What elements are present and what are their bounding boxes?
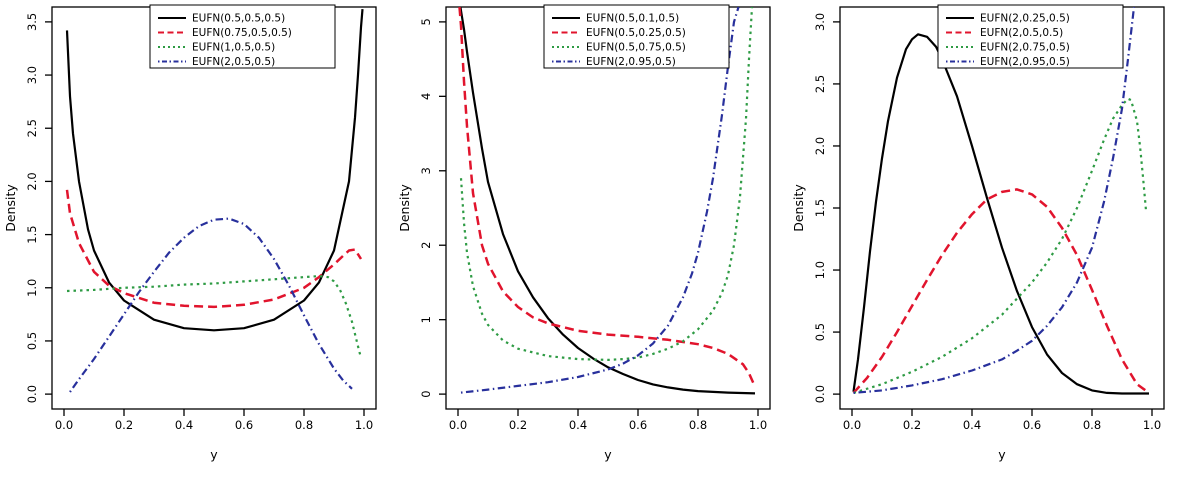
series-line: [66, 275, 363, 359]
y-tick-label: 0.5: [813, 323, 827, 341]
series-line: [852, 33, 1149, 395]
x-tick-label: 1.0: [1143, 418, 1161, 432]
y-tick-label: 1.0: [813, 261, 827, 279]
y-tick-label: 1: [419, 316, 433, 323]
legend: EUFN(2,0.25,0.5) EUFN(2,0.5,0.5) EUFN(2,0.…: [937, 4, 1124, 69]
series-line: [65, 9, 364, 332]
series-line: [853, 97, 1148, 394]
y-axis-title: Density: [791, 184, 806, 232]
x-axis-title: y: [998, 447, 1006, 462]
y-tick-label: 2.0: [25, 172, 39, 190]
legend-label: EUFN(0.5,0.25,0.5): [586, 27, 686, 39]
y-tick-label: 0.0: [25, 385, 39, 403]
x-tick-label: 0.8: [689, 418, 707, 432]
x-tick-label: 1.0: [355, 418, 373, 432]
x-tick-label: 0.2: [903, 418, 921, 432]
density-panel-1: 0.0 0.2 0.4 0.6 0.8 1.0 0.0 0.5 1.0 1.5 2.0 2.5 3.0 3…: [0, 0, 394, 479]
series-line: [69, 217, 353, 393]
x-axis-title: y: [604, 447, 612, 462]
x-tick-label: 0.4: [569, 418, 587, 432]
legend-label: EUFN(0.5,0.5,0.5): [192, 13, 285, 25]
y-tick-label: 0.5: [25, 332, 39, 350]
plot-area: [65, 9, 364, 393]
x-tick-label: 1.0: [749, 418, 767, 432]
x-tick-label: 0.8: [1083, 418, 1101, 432]
x-tick-label: 0.2: [509, 418, 527, 432]
legend-label: EUFN(0.75,0.5,0.5): [192, 27, 292, 39]
series-line: [853, 7, 1136, 394]
x-tick-label: 0.4: [175, 418, 193, 432]
legend-label: EUFN(2,0.5,0.5): [980, 27, 1063, 39]
y-tick-label: 4: [419, 93, 433, 100]
series-line: [458, 7, 757, 388]
x-tick-label: 0.2: [115, 418, 133, 432]
density-chart-3: 0.0 0.2 0.4 0.6 0.8 1.0 0.0 0.5 1.0 1.5 2.0 2.5 3.0 y…: [791, 4, 1165, 462]
y-axis-title: Density: [3, 184, 18, 232]
density-chart-1: 0.0 0.2 0.4 0.6 0.8 1.0 0.0 0.5 1.0 1.5 2.0 2.5 3.0 3…: [3, 4, 377, 462]
legend-label: EUFN(1,0.5,0.5): [192, 42, 275, 54]
x-tick-label: 0.6: [1023, 418, 1041, 432]
legend-box: [543, 4, 730, 69]
series-line: [852, 188, 1150, 394]
density-chart-2: 0.0 0.2 0.4 0.6 0.8 1.0 0 1 2 3 4 5 y Density EUFN(0.5…: [397, 4, 771, 462]
plot-area: [458, 7, 757, 395]
x-tick-label: 0.0: [843, 418, 861, 432]
y-tick-label: 3.0: [813, 13, 827, 31]
y-tick-label: 2.0: [813, 137, 827, 155]
x-tick-label: 0.0: [55, 418, 73, 432]
legend-box: [149, 4, 336, 69]
legend-label: EUFN(2,0.5,0.5): [192, 56, 275, 68]
legend-label: EUFN(2,0.25,0.5): [980, 13, 1070, 25]
y-tick-label: 1.5: [25, 225, 39, 243]
y-tick-label: 0: [419, 390, 433, 397]
x-axis-title: y: [210, 447, 218, 462]
x-tick-label: 0.0: [449, 418, 467, 432]
x-tick-label: 0.6: [629, 418, 647, 432]
y-axis-title: Density: [397, 184, 412, 232]
y-tick-label: 0.0: [813, 385, 827, 403]
y-tick-label: 1.0: [25, 279, 39, 297]
y-tick-label: 1.5: [813, 199, 827, 217]
legend-label: EUFN(2,0.95,0.5): [980, 56, 1070, 68]
y-tick-label: 3.0: [25, 66, 39, 84]
series-line: [65, 189, 363, 309]
y-tick-label: 2: [419, 242, 433, 249]
legend: EUFN(0.5,0.1,0.5) EUFN(0.5,0.25,0.5) EUFN(…: [543, 4, 730, 69]
x-tick-label: 0.4: [963, 418, 981, 432]
density-panel-2: 0.0 0.2 0.4 0.6 0.8 1.0 0 1 2 3 4 5 y Density EUFN(0.5…: [394, 0, 788, 479]
y-tick-label: 2.5: [813, 75, 827, 93]
x-tick-label: 0.8: [295, 418, 313, 432]
legend-box: [937, 4, 1124, 69]
y-tick-label: 3: [419, 167, 433, 174]
legend: EUFN(0.5,0.5,0.5) EUFN(0.75,0.5,0.5) EUFN(…: [149, 4, 336, 69]
series-line: [460, 7, 740, 394]
series-line: [459, 7, 754, 361]
x-tick-label: 0.6: [235, 418, 253, 432]
y-tick-label: 3.5: [25, 13, 39, 31]
legend-label: EUFN(2,0.75,0.5): [980, 42, 1070, 54]
legend-label: EUFN(2,0.95,0.5): [586, 56, 676, 68]
series-line: [459, 7, 756, 395]
y-tick-label: 2.5: [25, 119, 39, 137]
legend-label: EUFN(0.5,0.1,0.5): [586, 13, 679, 25]
legend-label: EUFN(0.5,0.75,0.5): [586, 42, 686, 54]
density-panel-3: 0.0 0.2 0.4 0.6 0.8 1.0 0.0 0.5 1.0 1.5 2.0 2.5 3.0 y…: [788, 0, 1182, 479]
y-tick-label: 5: [419, 18, 433, 25]
